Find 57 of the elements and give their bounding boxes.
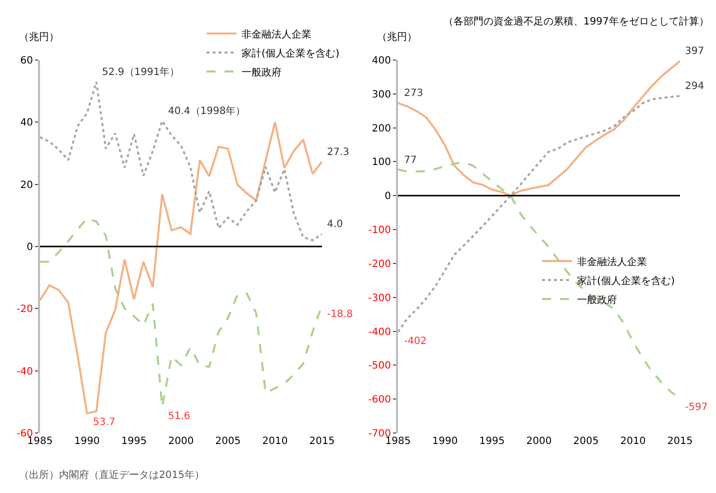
legend-label: 一般政府 <box>242 66 282 78</box>
x-tick-label: 2010 <box>620 436 646 447</box>
y-tick-label: -300 <box>368 292 391 304</box>
text: （出所）内閣府（直近データは2015年） <box>19 469 204 481</box>
legend-label: 非金融法人企業 <box>242 28 312 40</box>
y-tick-label: 0 <box>384 191 391 202</box>
annotation: -18.8 <box>327 309 353 320</box>
y-tick-label: 0 <box>26 242 33 253</box>
annotation: 77 <box>404 155 417 166</box>
y-tick-label: -200 <box>368 258 391 270</box>
chart-title: （各部門の資金過不足の累積、1997年をゼロとして計算） <box>443 15 709 28</box>
annotation: 294 <box>685 81 704 92</box>
annotation: 51.6 <box>168 411 190 422</box>
y-tick-label: 300 <box>372 89 391 100</box>
x-tick-label: 1990 <box>74 436 100 447</box>
annotation: -402 <box>404 336 427 347</box>
y-tick-label: -100 <box>368 225 391 236</box>
x-tick-label: 2010 <box>262 436 288 447</box>
y-tick-label: 100 <box>372 157 391 168</box>
line-series <box>398 94 680 333</box>
annotation: 273 <box>404 88 424 99</box>
y-tick-label: 60 <box>20 56 33 66</box>
annotation: 4.0 <box>327 219 343 230</box>
y-tick-label: 40 <box>20 118 33 129</box>
annotation: 52.9（1991年） <box>102 66 180 78</box>
legend-label: 家計(個人企業を含む) <box>242 47 340 60</box>
x-tick-label: 2005 <box>215 436 241 447</box>
annotation: 40.4（1998年） <box>168 105 246 117</box>
y-tick-label: -600 <box>368 394 391 406</box>
y-tick-label: -40 <box>16 366 33 378</box>
y-tick-label: 200 <box>372 123 391 134</box>
x-tick-label: 2000 <box>168 436 194 447</box>
y-tick-label: 400 <box>372 56 391 66</box>
x-tick-label: 2005 <box>573 436 599 447</box>
annotation: -597 <box>685 402 708 413</box>
y-axis-title: （兆円） <box>377 31 417 43</box>
legend-label: 非金融法人企業 <box>577 256 647 268</box>
legend-label: 一般政府 <box>577 294 617 306</box>
line-series <box>398 60 680 197</box>
y-tick-label: -20 <box>16 304 33 316</box>
x-tick-label: 1985 <box>27 436 53 447</box>
y-tick-label: -500 <box>368 360 391 372</box>
x-tick-label: 1985 <box>385 436 411 447</box>
x-tick-label: 2000 <box>526 436 552 447</box>
line-series <box>40 81 322 242</box>
x-tick-label: 2015 <box>309 436 335 447</box>
annotation: 53.7 <box>93 417 116 428</box>
x-tick-label: 1995 <box>479 436 505 447</box>
x-tick-label: 2015 <box>667 436 693 447</box>
y-tick-label: -400 <box>368 326 391 338</box>
legend-label: 家計(個人企業を含む) <box>577 274 675 287</box>
x-tick-label: 1990 <box>432 436 458 447</box>
x-tick-label: 1995 <box>121 436 147 447</box>
y-tick-label: 20 <box>20 180 33 191</box>
annotation: 397 <box>685 46 704 57</box>
y-axis-title: （兆円） <box>19 31 59 43</box>
annotation: 27.3 <box>327 147 350 158</box>
